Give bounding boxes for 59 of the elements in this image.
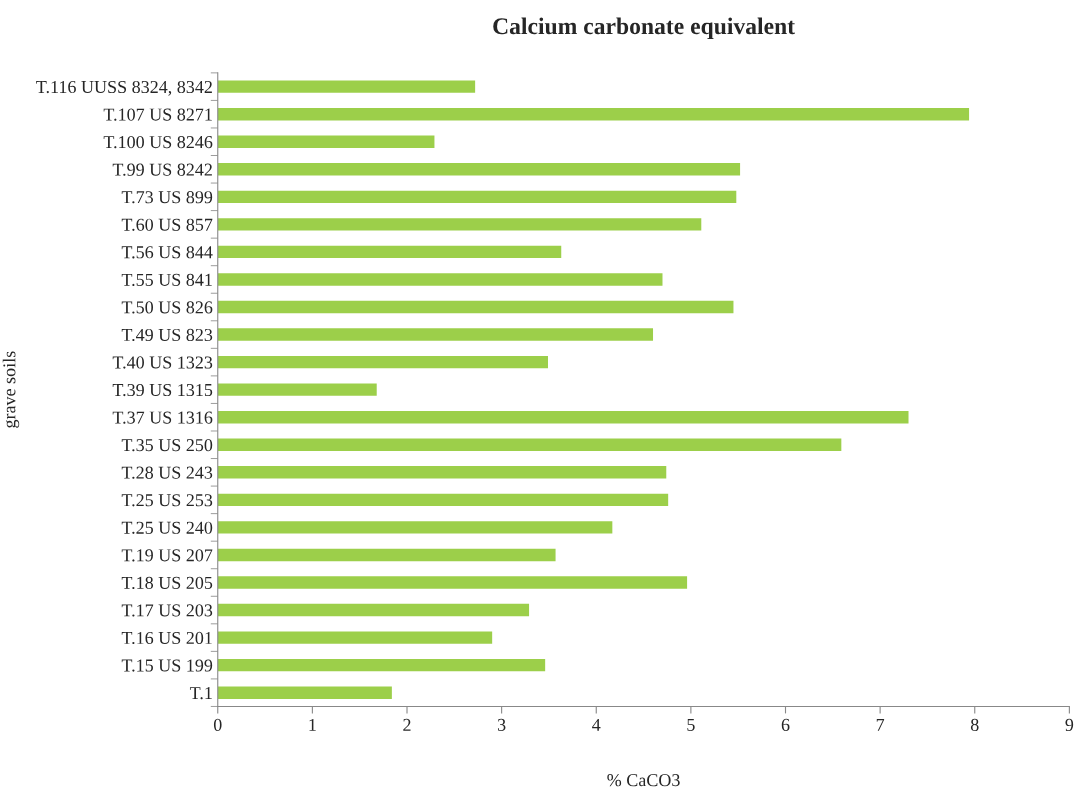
x-tick-label: 5 [687, 718, 695, 731]
bar [217, 603, 530, 617]
bar [217, 245, 562, 259]
y-tick-label: T.56 US 844 [121, 246, 213, 259]
bar [217, 273, 663, 286]
y-tick-label: T.28 US 243 [121, 466, 213, 479]
y-tick-label: T.116 UUSS 8324, 8342 [36, 80, 212, 96]
y-tick-label: T.100 US 8246 [103, 135, 213, 149]
bar [217, 576, 688, 589]
bar [217, 300, 734, 314]
y-tick-label: T.15 US 199 [121, 659, 213, 672]
x-tick-label: 8 [970, 718, 979, 731]
bar [217, 80, 476, 93]
bar [217, 163, 741, 176]
y-tick-label: T.107 US 8271 [103, 108, 212, 121]
y-tick-label: T.50 US 826 [121, 301, 213, 314]
y-tick-label: T.55 US 841 [121, 273, 212, 286]
y-tick-label: T.49 US 823 [121, 328, 213, 342]
bar [217, 328, 654, 341]
x-tick-label: 7 [876, 718, 885, 731]
bar [217, 190, 737, 204]
y-tick-label: T.19 US 207 [121, 549, 213, 562]
bar [217, 411, 909, 424]
y-tick-label: T.35 US 250 [121, 439, 213, 452]
bar [217, 548, 556, 562]
x-tick-label: 6 [781, 718, 790, 731]
y-tick-label: T.73 US 899 [121, 191, 213, 204]
bar [217, 218, 702, 231]
bar [217, 521, 613, 534]
bar [217, 493, 669, 507]
y-tick-label: T.1 [189, 687, 212, 700]
y-tick-label: T.99 US 8242 [112, 163, 212, 176]
x-tick-label: 4 [592, 718, 601, 731]
bar [217, 686, 392, 699]
x-tick-label: 1 [309, 718, 316, 731]
bar [217, 658, 546, 672]
x-axis-title: % CaCO3 [607, 774, 680, 787]
x-tick-label: 9 [1065, 718, 1074, 731]
y-tick-label: T.37 US 1316 [112, 411, 213, 424]
x-tick-label: 2 [403, 718, 411, 731]
bar [217, 107, 970, 121]
y-tick-label: T.25 US 240 [121, 521, 213, 534]
y-tick-label: T.39 US 1315 [112, 383, 213, 397]
y-tick-label: T.40 US 1323 [112, 356, 213, 369]
y-axis-title: grave soils [2, 351, 20, 428]
bar [217, 466, 667, 479]
bar [217, 383, 377, 396]
x-tick-label: 3 [497, 718, 506, 731]
bar [217, 438, 842, 451]
bar [217, 631, 493, 644]
x-tick-label: 0 [213, 718, 222, 731]
y-tick-label: T.60 US 857 [121, 218, 213, 231]
y-tick-label: T.25 US 253 [121, 494, 213, 507]
y-tick-label: T.18 US 205 [121, 576, 213, 590]
chart-title: Calcium carbonate equivalent [493, 17, 795, 39]
bar [217, 135, 435, 148]
y-tick-label: T.17 US 203 [121, 604, 213, 617]
bar [217, 355, 548, 369]
y-tick-label: T.16 US 201 [121, 631, 212, 645]
